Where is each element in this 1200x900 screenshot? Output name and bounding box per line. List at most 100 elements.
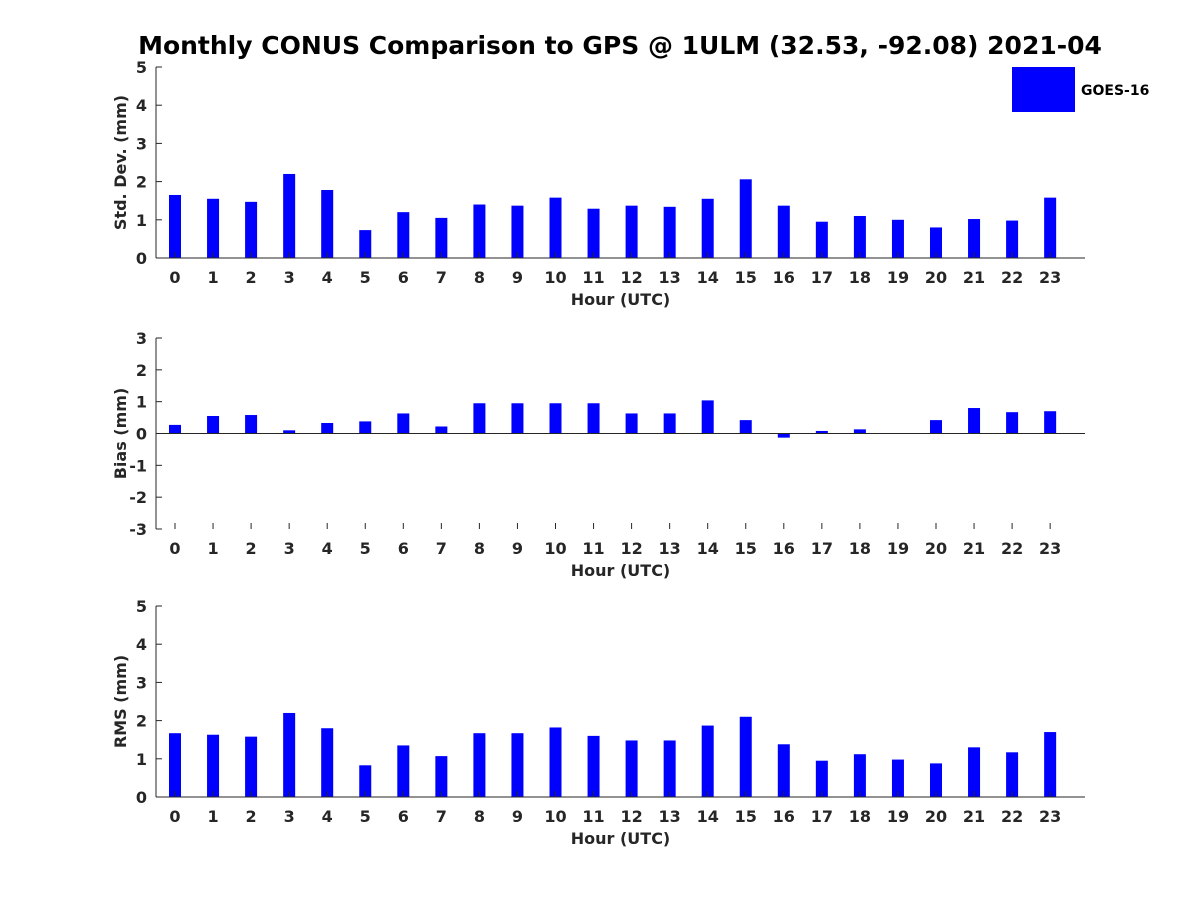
- y-tick-label: 2: [136, 173, 147, 192]
- y-tick-label: 5: [136, 58, 147, 77]
- bar: [930, 763, 942, 797]
- bar: [359, 421, 372, 434]
- x-tick-label: 19: [887, 807, 909, 826]
- bar: [815, 430, 828, 434]
- x-tick-label: 15: [735, 539, 757, 558]
- bar: [549, 403, 562, 434]
- bar: [815, 221, 828, 258]
- figure-title: Monthly CONUS Comparison to GPS @ 1ULM (…: [138, 31, 1102, 60]
- bar: [1006, 752, 1019, 797]
- x-tick-label: 10: [544, 539, 566, 558]
- bar: [397, 413, 410, 434]
- x-tick-label: 3: [284, 807, 295, 826]
- x-tick-label: 19: [887, 268, 909, 287]
- bar: [207, 415, 220, 434]
- bar: [435, 217, 448, 258]
- x-tick-label: 4: [322, 268, 333, 287]
- x-tick-label: 1: [207, 268, 218, 287]
- x-tick-label: 14: [697, 807, 719, 826]
- x-tick-label: 13: [659, 268, 681, 287]
- x-tick-label: 8: [474, 268, 485, 287]
- bar: [169, 424, 181, 434]
- bar: [968, 408, 981, 434]
- bar: [1044, 732, 1057, 797]
- bar: [207, 198, 220, 258]
- bar: [435, 756, 448, 797]
- x-tick-label: 12: [620, 807, 642, 826]
- x-tick-label: 4: [322, 807, 333, 826]
- x-tick-label: 0: [169, 539, 180, 558]
- y-tick-label: 3: [136, 329, 147, 348]
- x-tick-label: 23: [1039, 268, 1061, 287]
- bar: [739, 179, 752, 258]
- x-tick-label: 3: [284, 268, 295, 287]
- bar: [473, 204, 486, 258]
- legend-label-goes-16: GOES-16: [1081, 83, 1149, 99]
- x-tick-label: 14: [697, 268, 719, 287]
- bar: [587, 403, 600, 434]
- x-tick-label: 23: [1039, 807, 1061, 826]
- bar: [549, 727, 562, 797]
- bar: [245, 736, 258, 797]
- bar: [930, 227, 942, 258]
- x-tick-label: 2: [246, 268, 257, 287]
- y-axis-label: RMS (mm): [111, 655, 130, 748]
- bar: [663, 740, 676, 797]
- x-tick-label: 5: [360, 268, 371, 287]
- bar: [321, 422, 334, 434]
- bar: [663, 413, 676, 434]
- x-tick-label: 14: [697, 539, 719, 558]
- x-axis-label: Hour (UTC): [571, 829, 671, 848]
- bar: [511, 205, 524, 258]
- bar: [853, 429, 866, 434]
- x-tick-label: 7: [436, 807, 447, 826]
- x-tick-label: 19: [887, 539, 909, 558]
- x-tick-label: 7: [436, 539, 447, 558]
- bar: [701, 400, 714, 434]
- bar: [853, 215, 866, 258]
- bar: [359, 765, 372, 797]
- y-tick-label: 3: [136, 134, 147, 153]
- bar: [473, 403, 486, 434]
- y-axis-label: Std. Dev. (mm): [111, 95, 130, 230]
- bar: [1006, 220, 1019, 258]
- x-tick-label: 20: [925, 807, 947, 826]
- x-tick-label: 18: [849, 268, 871, 287]
- legend-swatch-goes-16: [1012, 67, 1075, 112]
- legend: GOES-16: [1012, 67, 1149, 112]
- bar: [663, 206, 676, 258]
- y-tick-label: 4: [136, 635, 147, 654]
- x-tick-label: 6: [398, 539, 409, 558]
- bar: [968, 747, 981, 797]
- x-tick-label: 2: [246, 539, 257, 558]
- bar: [283, 712, 296, 797]
- y-tick-label: -1: [129, 456, 147, 475]
- bar: [777, 205, 790, 258]
- x-tick-label: 4: [322, 539, 333, 558]
- x-tick-label: 15: [735, 807, 757, 826]
- x-tick-label: 8: [474, 539, 485, 558]
- x-tick-label: 10: [544, 807, 566, 826]
- y-tick-label: -3: [129, 520, 147, 539]
- x-tick-label: 3: [284, 539, 295, 558]
- y-tick-label: 2: [136, 712, 147, 731]
- x-tick-label: 18: [849, 807, 871, 826]
- y-tick-label: 5: [136, 597, 147, 616]
- bar: [321, 190, 334, 258]
- bar: [625, 413, 638, 434]
- x-tick-label: 10: [544, 268, 566, 287]
- x-axis-label: Hour (UTC): [571, 561, 671, 580]
- x-tick-label: 22: [1001, 539, 1023, 558]
- bar: [397, 745, 410, 797]
- x-tick-label: 9: [512, 807, 523, 826]
- bar: [511, 403, 524, 434]
- y-tick-label: 0: [136, 425, 147, 444]
- bar: [815, 760, 828, 797]
- bar: [549, 197, 562, 258]
- x-tick-label: 11: [582, 268, 604, 287]
- bar: [169, 733, 181, 797]
- x-tick-label: 1: [207, 807, 218, 826]
- x-tick-label: 20: [925, 539, 947, 558]
